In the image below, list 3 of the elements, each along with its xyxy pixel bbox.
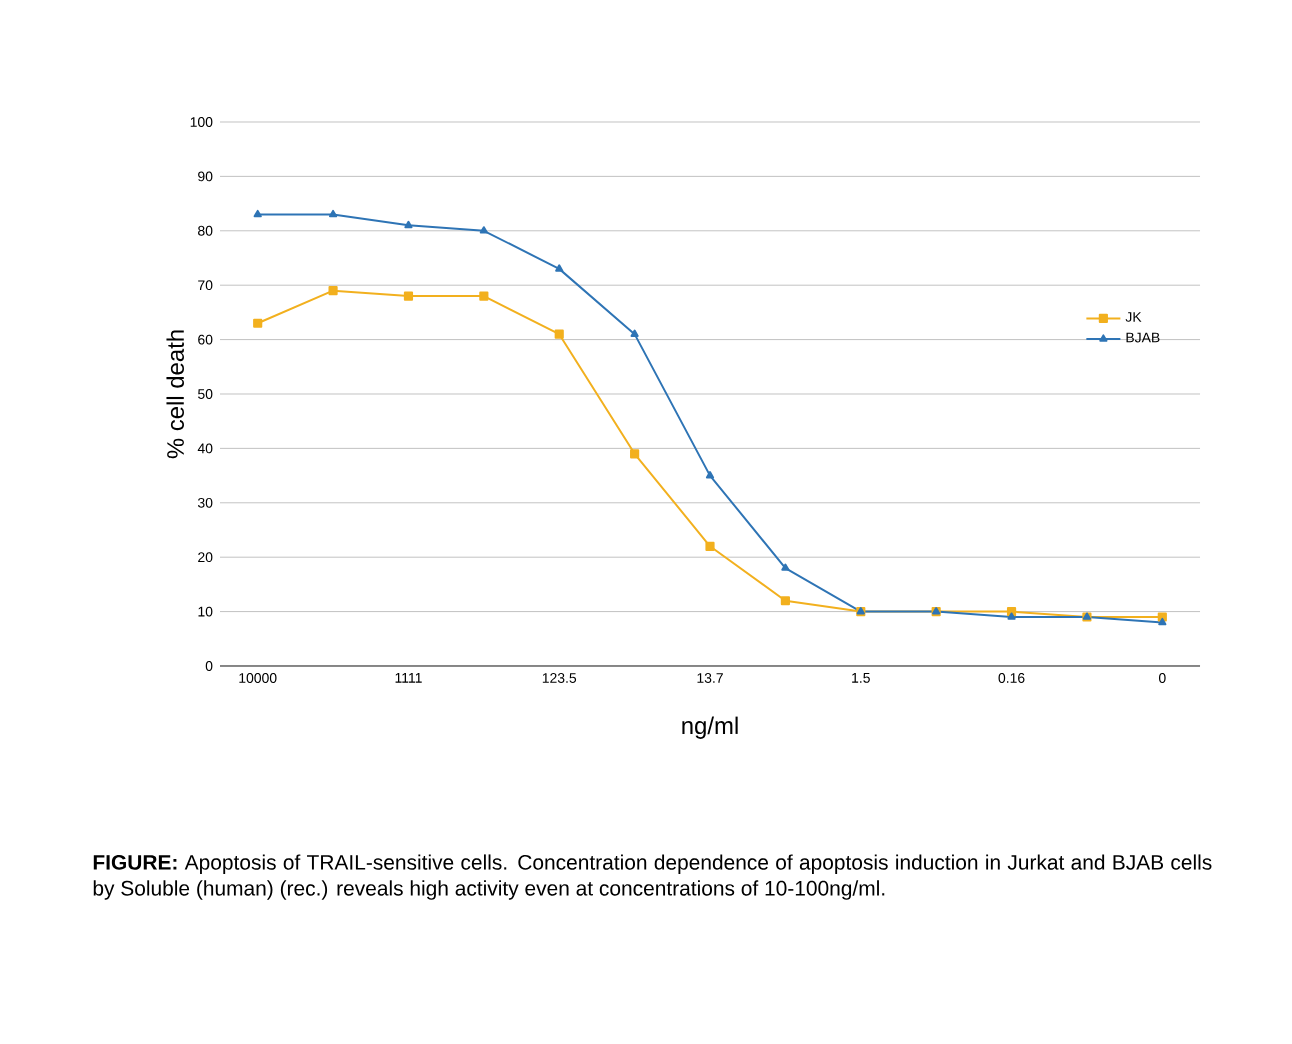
x-axis-title: ng/ml — [682, 716, 738, 739]
text: FIGURE: Apoptosis of TRAIL-sensitive cells. Concentration dependence of apoptosis induction in Jurkat and BJAB cells by Soluble (human) (rec.) reveals high activity even at concentrations of 10-100ng/ml. — [93, 854, 1212, 900]
y-axis-title: % cell death — [166, 330, 184, 459]
